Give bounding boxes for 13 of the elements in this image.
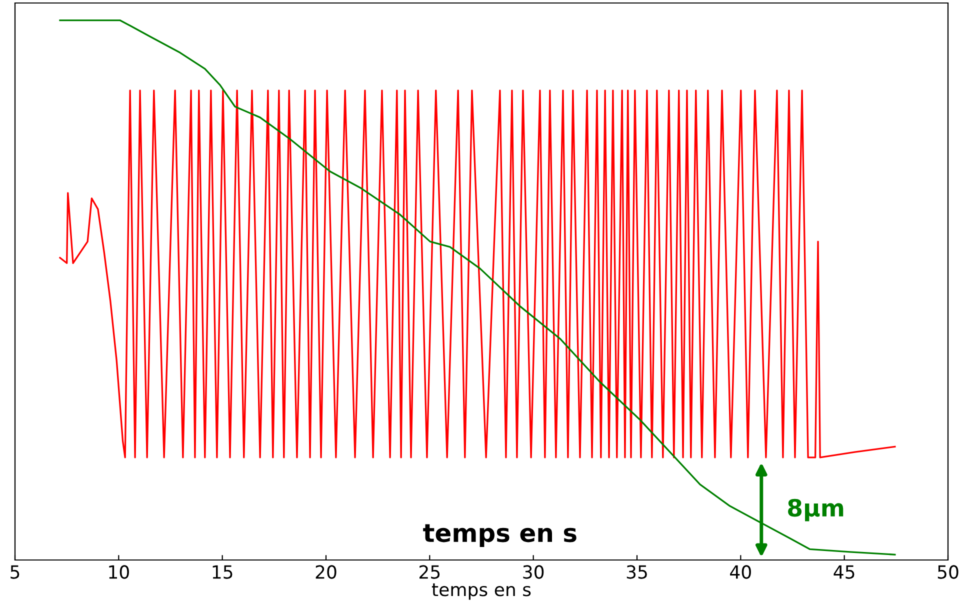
x-tick-label: 15 xyxy=(212,565,232,579)
annotation: temps en s xyxy=(423,524,576,548)
x-tick-label: 25 xyxy=(420,565,440,579)
x-tick-label: 20 xyxy=(316,565,336,579)
x-tick-label: 50 xyxy=(938,565,958,579)
x-axis-title: temps en s xyxy=(432,583,531,600)
x-tick-label: 35 xyxy=(626,565,647,579)
x-tick-label: 30 xyxy=(523,565,544,579)
x-tick-label: 5 xyxy=(10,565,20,579)
x-tick-label: 45 xyxy=(834,565,854,579)
x-tick-label: 40 xyxy=(730,565,751,579)
x-tick-label: 10 xyxy=(109,565,129,579)
annotation: 8µm xyxy=(788,498,844,522)
